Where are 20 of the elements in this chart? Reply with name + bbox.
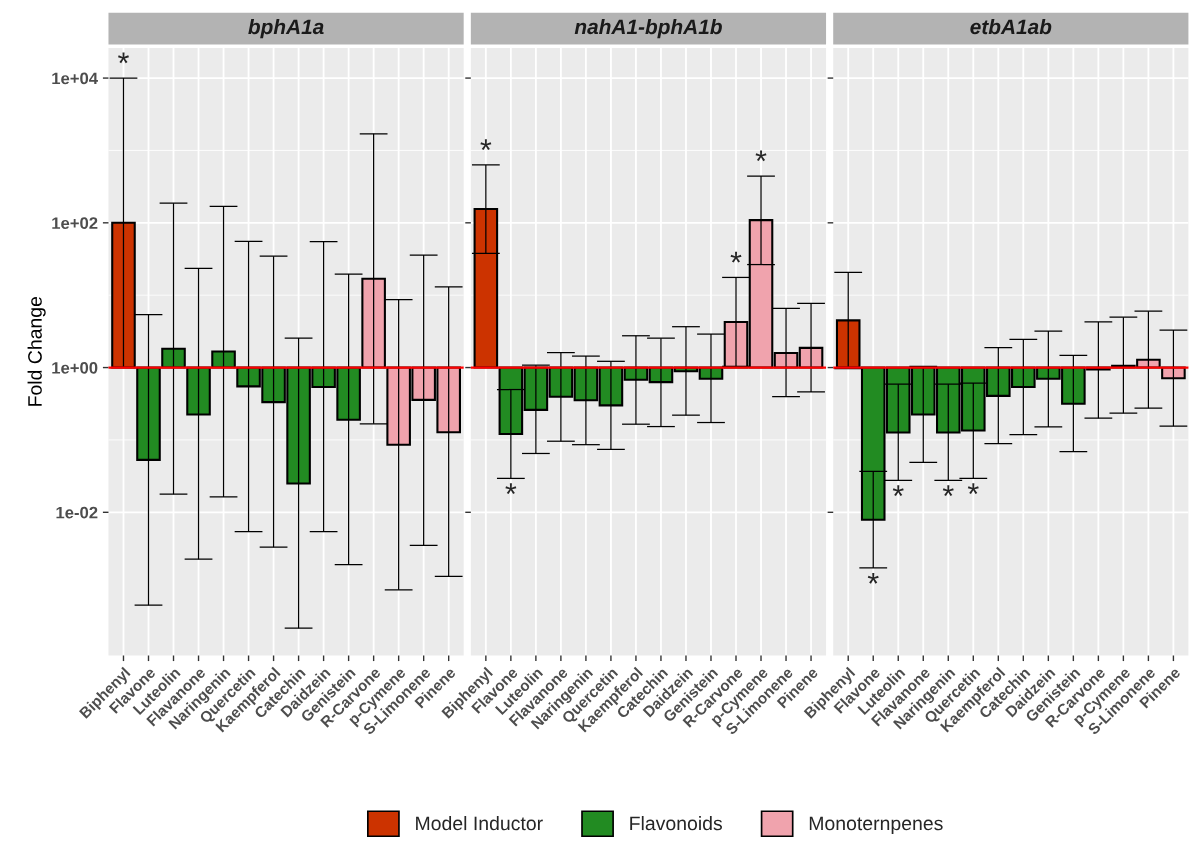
legend-label: Flavonoids (630, 815, 722, 831)
annotation: * (892, 485, 904, 497)
chart-title: nahA1-bphA1b (574, 18, 722, 39)
y-tick-label: 1e-02 (56, 506, 98, 519)
annotation: * (867, 572, 879, 584)
y-tick-label: 1e+02 (52, 217, 98, 230)
chart-title: bphA1a (248, 18, 324, 39)
annotation: * (942, 485, 954, 497)
y-tick-label: 1e+00 (52, 361, 98, 374)
y-tick-label: 1e+04 (52, 72, 98, 85)
annotation: * (505, 483, 517, 495)
y-axis-title: Fold Change (27, 296, 46, 406)
annotation: * (480, 139, 492, 151)
annotation: * (967, 483, 979, 495)
legend-label: Monoternpenes (809, 816, 943, 835)
chart-title: etbA1ab (970, 18, 1052, 35)
annotation: * (755, 150, 767, 162)
legend-label: Model Inductor (416, 815, 543, 831)
annotation: * (118, 52, 129, 64)
annotation: * (730, 251, 742, 263)
